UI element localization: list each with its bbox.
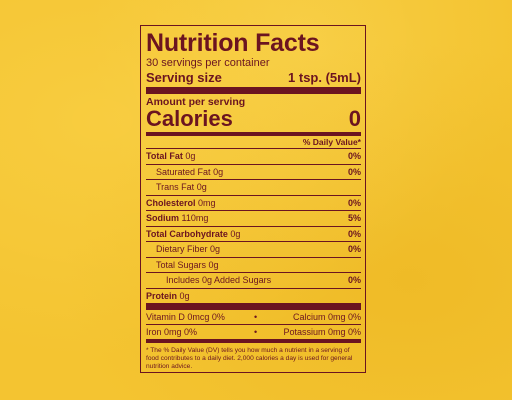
nutrient-pct: 5% [347,213,361,223]
calories-label: Calories [146,106,233,131]
nutrient-amount: 110mg [181,213,209,223]
nutrient-name: Cholesterol [146,197,196,208]
nutrient-amount: 0g [230,228,241,239]
nutrient-row-total-carbohydrate: Total Carbohydrate 0g 0% [146,227,361,242]
bullet-separator: • [254,312,258,322]
amount-per-serving: Amount per serving [146,96,246,108]
nutrient-pct: 0% [347,197,361,208]
nutrient-row-total-fat: Total Fat 0g 0% [146,149,361,165]
label-title: Nutrition Facts [146,29,320,57]
nutrition-facts-label: Nutrition Facts 30 servings per containe… [140,25,366,373]
nutrient-row-added-sugars: Includes 0g Added Sugars 0% [146,273,361,289]
thick-divider [146,303,361,310]
calories-value: 0 [348,106,361,131]
nutrient-row-saturated-fat: Saturated Fat 0g 0% [146,165,361,180]
vitamin-right: Potassium 0mg 0% [283,327,361,337]
daily-value-header: % Daily Value* [146,136,361,149]
nutrient-amount: 0g [185,151,196,161]
nutrient-row-dietary-fiber: Dietary Fiber 0g 0% [146,242,361,258]
serving-size-row: Serving size 1 tsp. (5mL) [146,70,361,87]
nutrient-row-trans-fat: Trans Fat 0g [146,180,361,196]
serving-size-label: Serving size [146,70,222,85]
nutrient-pct: 0% [347,275,361,285]
thick-divider [146,87,361,94]
nutrient-amount: 0g [179,290,190,301]
nutrient-amount: 0g [210,244,221,254]
daily-value-footnote: * The % Daily Value (DV) tells you how m… [146,347,353,370]
nutrient-pct: 0% [347,228,361,239]
nutrient-row-protein: Protein 0g [146,289,361,304]
vitamin-row: Vitamin D 0mcg 0% • Calcium 0mg 0% [146,310,361,325]
serving-size-value: 1 tsp. (5mL) [288,70,361,85]
nutrient-name: Total Sugars [156,259,207,270]
nutrient-name: Includes 0g Added Sugars [166,275,272,285]
nutrient-name: Sodium [146,213,179,223]
bullet-separator: • [254,327,258,337]
nutrient-name: Protein [146,290,178,301]
nutrient-row-sodium: Sodium 110mg 5% [146,211,361,227]
nutrient-name: Total Fat [146,151,183,161]
nutrient-name: Total Carbohydrate [146,228,228,239]
medium-divider [146,132,361,136]
vitamin-right: Calcium 0mg 0% [292,312,361,322]
nutrient-pct: 0% [347,166,361,177]
vitamin-left: Iron 0mg 0% [146,327,198,337]
nutrient-name: Trans Fat [156,182,195,192]
nutrient-row-total-sugars: Total Sugars 0g [146,258,361,273]
nutrient-row-cholesterol: Cholesterol 0mg 0% [146,196,361,211]
nutrient-name: Dietary Fiber [156,244,208,254]
vitamin-row: Iron 0mg 0% • Potassium 0mg 0% [146,325,361,339]
calories-row: Calories 0 [146,108,361,132]
footer-divider [146,339,361,343]
nutrient-amount: 0g [196,182,207,192]
nutrient-name: Saturated Fat [156,166,211,177]
nutrient-pct: 0% [347,244,361,254]
vitamin-left: Vitamin D 0mcg 0% [146,312,225,322]
servings-per-container: 30 servings per container [146,57,270,69]
nutrient-pct: 0% [347,151,361,161]
nutrient-amount: 0g [213,166,224,177]
nutrient-amount: 0mg [198,197,216,208]
nutrient-amount: 0g [208,259,219,270]
